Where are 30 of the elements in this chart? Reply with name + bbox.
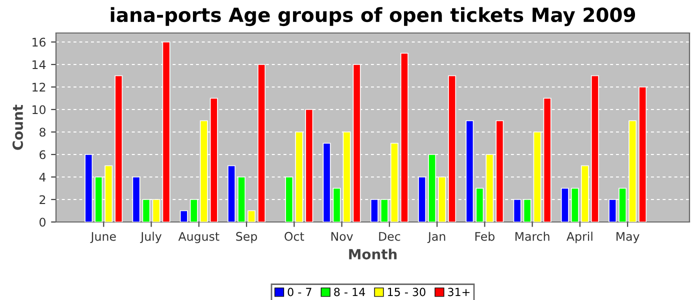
legend-label: 31+ (448, 288, 470, 296)
x-tick-label: Dec (379, 232, 400, 241)
legend-label: 15 - 30 (388, 288, 426, 296)
x-tick-label: April (566, 232, 592, 244)
bar (248, 210, 256, 222)
x-tick-label: July (140, 232, 162, 244)
legend-label: 0 - 7 (288, 288, 312, 296)
x-tick-label: Oct (284, 232, 304, 241)
bar (180, 210, 188, 222)
y-tick-label: 12 (32, 82, 46, 92)
x-tick-label: August (178, 232, 220, 244)
x-tick-label: Sep (236, 232, 258, 244)
legend-label: 8 - 14 (334, 288, 366, 296)
y-tick-label: 8 (40, 128, 46, 137)
chart-title: iana-ports Age groups of open tickets May 2009 (110, 7, 636, 26)
y-tick-label: 10 (32, 105, 46, 114)
x-tick-label: May (616, 232, 640, 244)
y-tick-label: 4 (39, 172, 46, 182)
x-tick-label: Jan (427, 232, 446, 244)
y-tick-label: 14 (32, 60, 46, 69)
y-tick-label: 16 (32, 38, 46, 47)
x-tick-label: March (515, 232, 550, 241)
y-tick-label: 0 (40, 218, 46, 227)
y-tick-label: 2 (40, 195, 46, 204)
x-axis-title: Month (349, 248, 397, 260)
x-tick-label: Nov (331, 232, 353, 241)
x-tick-label: Feb (475, 232, 494, 241)
y-axis-title: Count (12, 104, 24, 150)
x-tick-label: June (90, 232, 116, 244)
y-tick-label: 6 (40, 150, 46, 160)
